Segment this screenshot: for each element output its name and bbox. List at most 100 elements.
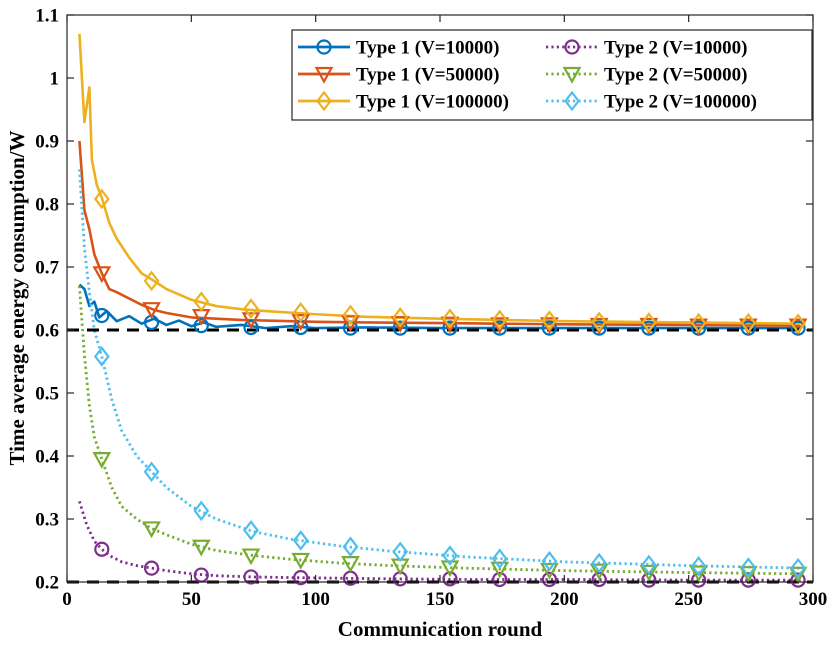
data-point-type-2-v-50000 bbox=[490, 561, 510, 579]
data-point-type-2-v-10000 bbox=[94, 541, 110, 557]
y-tick-label: 0.6 bbox=[35, 321, 59, 342]
data-point-type-2-v-10000 bbox=[740, 572, 756, 588]
data-point-type-1-v-50000 bbox=[241, 312, 261, 330]
legend-label: Type 2 (V=10000) bbox=[604, 38, 747, 59]
series-markers-type-2-v-50000 bbox=[92, 452, 808, 584]
legend-item-type-2-v-10000: Type 2 (V=10000) bbox=[546, 38, 747, 59]
data-point-type-1-v-50000 bbox=[291, 314, 311, 331]
legend-swatch-marker bbox=[314, 66, 334, 84]
y-tick-label: 0.7 bbox=[35, 258, 59, 279]
data-point-type-2-v-100000 bbox=[790, 557, 806, 579]
data-point-type-2-v-50000 bbox=[241, 548, 261, 566]
data-point-type-1-v-100000 bbox=[392, 307, 409, 328]
series-type-1-v-50000 bbox=[78, 140, 801, 327]
data-point-type-2-v-50000 bbox=[639, 564, 659, 582]
y-tick-label: 0.4 bbox=[35, 447, 59, 468]
x-tick-label: 300 bbox=[799, 589, 828, 610]
axes-layer: 0 50 100 150 200 250 300 0.2 0.3 0.4 0.5 0.6 0.7 0.8 0… bbox=[35, 6, 827, 611]
data-point-type-2-v-50000 bbox=[540, 562, 559, 580]
x-tick-label: 50 bbox=[182, 589, 201, 610]
series-line-type-2-v-10000 bbox=[78, 500, 801, 582]
series-line-type-2-v-100000 bbox=[78, 169, 801, 570]
x-tick-label: 150 bbox=[426, 589, 455, 610]
data-point-type-2-v-50000 bbox=[142, 521, 161, 539]
legend-item-type-1-v-100000: Type 1 (V=100000) bbox=[298, 90, 509, 113]
data-point-type-1-v-100000 bbox=[193, 291, 210, 312]
series-type-1-v-100000 bbox=[78, 33, 801, 325]
data-point-type-1-v-10000 bbox=[492, 320, 508, 336]
data-point-type-2-v-100000 bbox=[143, 461, 160, 483]
data-point-type-1-v-10000 bbox=[541, 320, 558, 336]
y-tick-label: 0.2 bbox=[35, 573, 59, 594]
legend-item-type-2-v-100000: Type 2 (V=100000) bbox=[546, 90, 757, 113]
data-point-type-2-v-50000 bbox=[589, 563, 609, 581]
data-point-type-1-v-100000 bbox=[690, 312, 707, 334]
data-point-type-1-v-100000 bbox=[342, 304, 359, 326]
data-point-type-2-v-50000 bbox=[788, 566, 808, 584]
data-point-type-2-v-100000 bbox=[640, 554, 657, 576]
data-point-type-1-v-10000 bbox=[94, 307, 110, 324]
data-point-type-1-v-100000 bbox=[143, 270, 160, 292]
legend-label: Type 1 (V=100000) bbox=[356, 92, 509, 113]
legend-swatch-marker bbox=[564, 39, 580, 55]
y-tick-label: 0.3 bbox=[35, 510, 59, 531]
data-point-type-1-v-100000 bbox=[93, 188, 110, 210]
data-point-type-1-v-100000 bbox=[640, 312, 657, 333]
series-type-2-v-100000 bbox=[78, 169, 801, 570]
data-point-type-2-v-10000 bbox=[492, 571, 508, 588]
data-point-type-1-v-100000 bbox=[292, 302, 309, 323]
x-tick-label: 100 bbox=[301, 589, 330, 610]
legend-label: Type 1 (V=50000) bbox=[356, 65, 499, 86]
data-point-type-1-v-100000 bbox=[740, 312, 757, 334]
data-point-type-1-v-10000 bbox=[442, 320, 458, 336]
data-point-type-1-v-100000 bbox=[541, 310, 558, 331]
data-point-type-2-v-100000 bbox=[342, 536, 359, 558]
x-axis-label: Communication round bbox=[338, 617, 543, 641]
legend-item-type-1-v-50000: Type 1 (V=50000) bbox=[298, 65, 499, 86]
data-point-type-2-v-50000 bbox=[341, 555, 360, 573]
x-tick-label: 0 bbox=[62, 589, 72, 610]
data-point-type-1-v-100000 bbox=[243, 298, 259, 319]
data-point-type-2-v-100000 bbox=[740, 557, 757, 578]
data-point-type-1-v-50000 bbox=[440, 316, 460, 334]
x-tick-label: 200 bbox=[550, 589, 579, 610]
data-point-type-2-v-50000 bbox=[738, 566, 758, 583]
data-point-type-2-v-100000 bbox=[491, 548, 508, 570]
y-tick-label: 1 bbox=[50, 69, 60, 90]
data-point-type-1-v-100000 bbox=[442, 308, 458, 329]
data-point-type-1-v-100000 bbox=[790, 313, 806, 335]
data-point-type-2-v-100000 bbox=[541, 550, 558, 572]
legend-item-type-1-v-10000: Type 1 (V=10000) bbox=[298, 38, 499, 59]
data-point-type-2-v-100000 bbox=[442, 545, 458, 566]
legend-item-type-2-v-50000: Type 2 (V=50000) bbox=[546, 65, 747, 86]
data-point-type-2-v-10000 bbox=[293, 569, 309, 586]
legend-swatch-marker bbox=[316, 39, 332, 55]
y-axis-label: Time average energy consumption/W bbox=[5, 131, 29, 466]
data-point-type-2-v-50000 bbox=[689, 565, 708, 583]
series-type-1-v-10000 bbox=[78, 283, 801, 330]
y-tick-label: 0.8 bbox=[35, 195, 59, 216]
series-line-type-2-v-50000 bbox=[78, 285, 801, 576]
data-point-type-2-v-100000 bbox=[690, 555, 707, 577]
data-point-type-1-v-100000 bbox=[591, 311, 608, 333]
series-line-type-1-v-100000 bbox=[78, 33, 801, 325]
data-point-type-2-v-50000 bbox=[440, 560, 460, 578]
series-type-2-v-10000 bbox=[78, 500, 801, 582]
data-point-type-1-v-10000 bbox=[193, 317, 209, 334]
series-line-type-1-v-10000 bbox=[78, 283, 801, 330]
data-point-type-2-v-50000 bbox=[291, 552, 311, 570]
data-point-type-2-v-10000 bbox=[442, 571, 458, 587]
data-point-type-2-v-100000 bbox=[243, 520, 259, 541]
y-tick-label: 0.9 bbox=[35, 132, 59, 153]
legend-swatch-marker bbox=[316, 90, 332, 112]
data-point-type-2-v-10000 bbox=[243, 569, 259, 585]
series-markers-type-2-v-100000 bbox=[93, 346, 806, 579]
data-point-type-1-v-10000 bbox=[243, 319, 259, 336]
data-point-type-2-v-100000 bbox=[292, 530, 309, 551]
series-markers-type-1-v-100000 bbox=[93, 188, 806, 335]
data-point-type-1-v-50000 bbox=[92, 266, 112, 284]
data-point-type-1-v-50000 bbox=[390, 315, 410, 333]
y-tick-label: 0.5 bbox=[35, 384, 59, 405]
